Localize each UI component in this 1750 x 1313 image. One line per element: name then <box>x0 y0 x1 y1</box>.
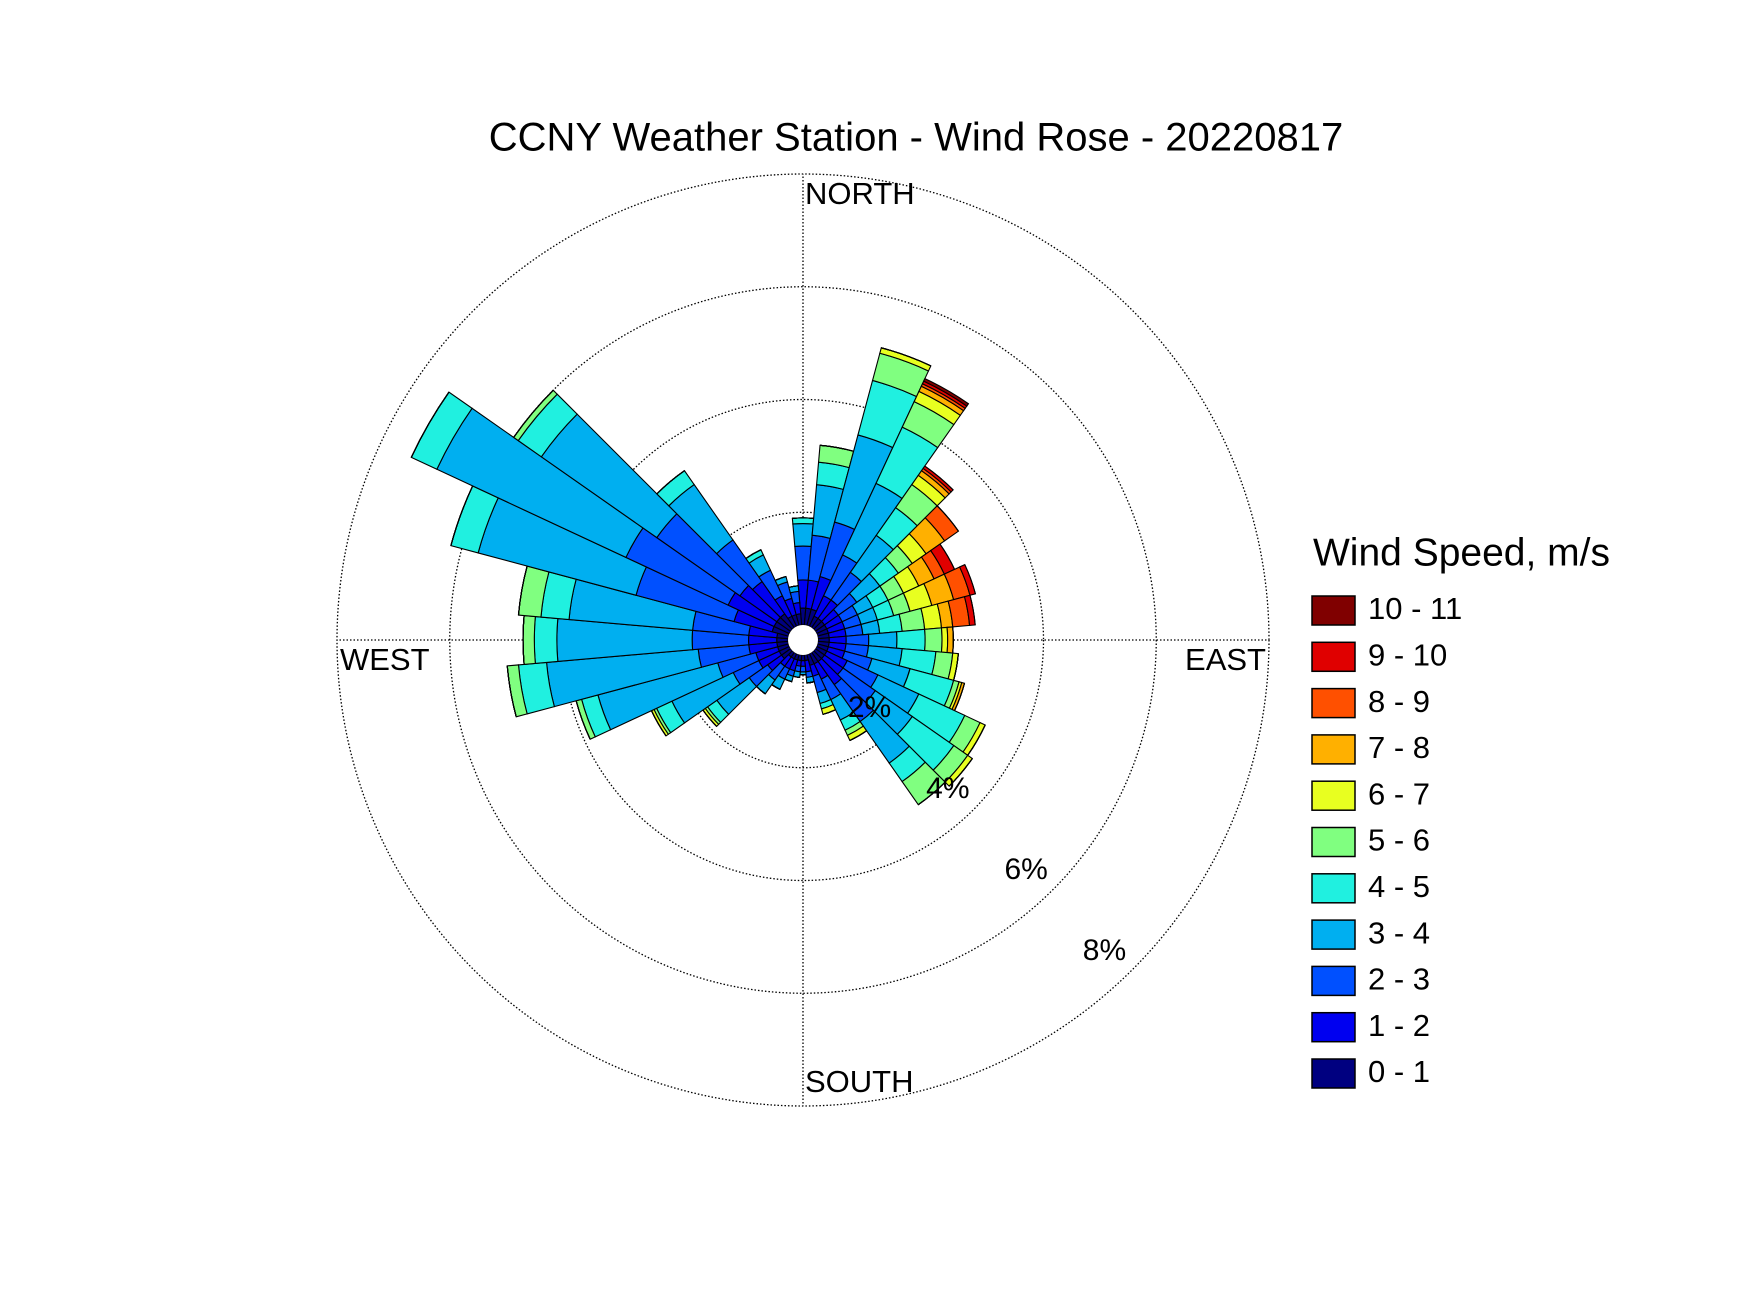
wedge-segment <box>522 615 536 665</box>
wedge-segment <box>924 627 943 653</box>
direction-label: WEST <box>340 642 430 677</box>
radial-tick-label: 8% <box>1083 934 1126 967</box>
wedge-segment <box>924 465 954 491</box>
legend-swatch <box>1311 734 1356 765</box>
legend-label: 7 - 8 <box>1368 730 1430 765</box>
wedge-segment <box>410 391 450 458</box>
legend-label: 4 - 5 <box>1368 869 1430 904</box>
legend-label: 10 - 11 <box>1368 591 1462 626</box>
center-hole <box>788 625 818 655</box>
legend-label: 5 - 6 <box>1368 823 1430 858</box>
legend-label: 3 - 4 <box>1368 915 1430 950</box>
wedge-segment <box>881 347 932 367</box>
legend-swatch <box>1311 1011 1356 1043</box>
legend-swatch <box>1311 780 1356 811</box>
direction-label: SOUTH <box>805 1064 914 1099</box>
legend-swatch <box>1311 965 1356 997</box>
grid-ring <box>449 286 1157 994</box>
legend-swatch <box>1311 595 1356 626</box>
wedge-segment <box>922 377 970 407</box>
wedge-segment <box>895 628 926 652</box>
radial-tick-label: 6% <box>1004 853 1047 886</box>
radial-tick-label: 2% <box>848 691 891 724</box>
wedge-segment <box>940 626 949 654</box>
legend-swatch <box>1311 641 1356 673</box>
wedge-segment <box>792 522 814 548</box>
direction-label: NORTH <box>805 176 915 211</box>
wedge-segment <box>948 758 973 787</box>
wedge-segment <box>969 595 976 625</box>
legend-label: 0 - 1 <box>1368 1054 1430 1089</box>
legend-swatch <box>1311 1058 1356 1089</box>
legend-label: 9 - 10 <box>1368 637 1447 672</box>
legend-swatch <box>1311 826 1356 858</box>
legend-label: 6 - 7 <box>1368 776 1430 811</box>
legend-swatch <box>1311 873 1356 904</box>
wedge-segment <box>791 517 815 525</box>
direction-label: EAST <box>1185 642 1266 677</box>
grid-ring <box>561 398 1045 882</box>
legend-swatch <box>1311 919 1356 950</box>
wedge-segment <box>788 585 799 588</box>
legend-title: Wind Speed, m/s <box>1313 531 1610 574</box>
wedge-segment <box>952 626 954 654</box>
legend-label: 2 - 3 <box>1368 962 1430 997</box>
legend-swatch <box>1311 687 1356 719</box>
chart-title: CCNY Weather Station - Wind Rose - 20220… <box>489 116 1344 160</box>
wedge-segment <box>656 470 685 495</box>
radial-tick-label: 4% <box>926 772 969 805</box>
labels: 2% 4% 6% 8% NORTH EAST SOUTH WEST <box>340 176 1266 1099</box>
wedge-segment <box>533 615 559 665</box>
wedges <box>410 347 986 806</box>
legend-label: 8 - 9 <box>1368 684 1430 719</box>
legend-label: 1 - 2 <box>1368 1008 1430 1043</box>
wedge-segment <box>946 626 954 654</box>
wedge-segment <box>745 549 762 559</box>
